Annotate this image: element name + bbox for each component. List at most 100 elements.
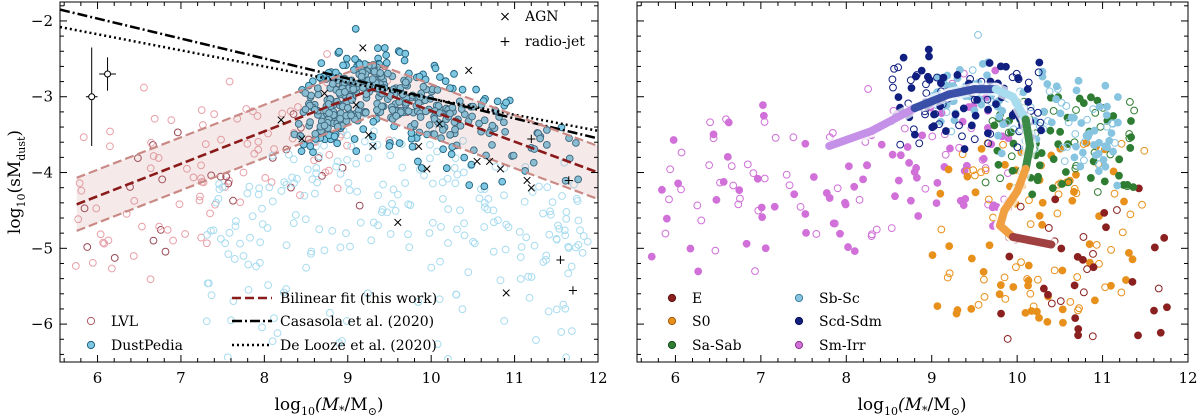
type-sm-irr-point [864, 85, 873, 93]
x-tick-label: 10 [422, 369, 441, 387]
dustpedia-faint-point [231, 222, 240, 231]
type-sm-irr-point [905, 158, 914, 167]
dustpedia-faint-point [475, 194, 484, 203]
dustpedia-point [395, 139, 404, 147]
type-sb-sc-point [1102, 122, 1111, 131]
dustpedia-faint-point [552, 235, 561, 244]
dustpedia-faint-point [352, 159, 361, 168]
type-sm-irr-point [991, 66, 1000, 75]
type-e-point [1044, 290, 1052, 299]
type-scd-sdm-point [1013, 143, 1022, 152]
type-sm-irr-point [932, 199, 941, 208]
lvl-point [236, 198, 245, 207]
dustpedia-faint-point [548, 198, 557, 206]
dustpedia-point [333, 139, 341, 148]
type-scd-sdm-point [953, 71, 962, 79]
legend-type-sa-sab: Sa-Sab [667, 338, 742, 354]
type-sb-sc-point [1094, 167, 1103, 175]
type-e-point [1044, 224, 1053, 232]
type-sb-sc-point [1077, 119, 1086, 127]
type-s0-point [963, 167, 971, 176]
type-e-point [1074, 331, 1083, 340]
type-s0-point [1050, 266, 1059, 275]
dustpedia-point [373, 106, 381, 114]
lvl-point [243, 139, 252, 148]
type-sm-irr-point [705, 161, 714, 170]
type-sm-irr-point [961, 194, 970, 203]
type-sa-sab-point [1061, 168, 1070, 176]
type-sb-sc-point [1114, 118, 1122, 127]
dustpedia-point [480, 116, 489, 125]
dustpedia-faint-point [344, 178, 353, 187]
dustpedia-faint-point [500, 317, 509, 325]
dustpedia-point [351, 55, 359, 63]
type-scd-sdm-point [942, 127, 950, 135]
type-sm-irr-point [760, 174, 769, 183]
type-s0-point [1125, 249, 1133, 257]
lvl-point [161, 247, 170, 256]
dustpedia-faint-point [566, 368, 573, 375]
type-s0-point [1109, 167, 1118, 176]
dustpedia-point [436, 73, 444, 81]
type-sm-irr-point [661, 229, 670, 238]
type-sm-irr-point [759, 111, 768, 120]
legend-type-sb-sc: Sb-Sc [794, 291, 860, 307]
type-sb-sc-point [1009, 125, 1018, 134]
type-sa-sab-point [1126, 144, 1135, 152]
dustpedia-faint-point [554, 221, 562, 230]
dustpedia-point [325, 109, 333, 117]
dustpedia-point [417, 164, 426, 172]
type-scd-sdm-point [960, 145, 969, 153]
type-sm-irr-point [946, 144, 954, 153]
type-sm-irr-point [674, 179, 682, 188]
dustpedia-point [401, 78, 410, 87]
dustpedia-faint-point [562, 208, 571, 216]
right-panel: 6 7 8 9 10 11 12 log10(M*/M⊙) E S0 Sa-Sab Sb-S… [636, 1, 1198, 418]
dustpedia-point [561, 176, 570, 185]
dustpedia-point [392, 112, 401, 120]
type-sa-sab-point [1048, 184, 1057, 193]
agn-legend-marker: × [499, 9, 511, 25]
dustpedia-faint-point [459, 136, 467, 145]
dustpedia-faint-point [268, 337, 277, 346]
dustpedia-point [475, 119, 483, 128]
dustpedia-point [400, 56, 409, 65]
type-s0-point [1026, 220, 1035, 229]
dustpedia-legend-label: DustPedia [111, 338, 183, 354]
lvl-point [88, 258, 97, 267]
dustpedia-faint-point [223, 353, 232, 360]
right-morphology-track [822, 82, 1058, 252]
type-sm-irr-point [981, 164, 990, 172]
dustpedia-faint-point [369, 141, 377, 150]
dustpedia-faint-point [284, 150, 293, 159]
casasola-legend-label: Casasola et al. (2020) [280, 314, 434, 330]
type-scd-sdm-point [1024, 78, 1033, 87]
dustpedia-point [352, 147, 361, 155]
type-sa-sab-point [1037, 149, 1046, 157]
type-sm-irr-point [918, 131, 927, 140]
type-sb-sc-point [1044, 117, 1052, 125]
type-sm-irr-point [751, 267, 759, 276]
type-sm-irr-point [941, 150, 950, 159]
type-sa-sab-point [981, 178, 990, 187]
type-e-point [1056, 297, 1065, 306]
type-sb-sc-point [1056, 109, 1065, 118]
dustpedia-point [606, 149, 613, 156]
dustpedia-faint-point [504, 223, 513, 232]
type-sa-sab-point [1072, 106, 1080, 114]
type-scd-sdm-point [915, 139, 924, 148]
dustpedia-faint-point [452, 290, 460, 299]
track-segment [1008, 232, 1056, 249]
y-tick-label: −2 [31, 12, 53, 30]
dustpedia-faint-point [533, 363, 540, 370]
lvl-point [79, 133, 88, 142]
dustpedia-faint-point [264, 281, 273, 290]
lvl-point [149, 236, 158, 245]
x-tick-label: 12 [588, 369, 607, 387]
x-tick-label: 9 [343, 369, 353, 387]
type-sm-irr-legend-label: Sm-Irr [819, 338, 866, 354]
dustpedia-faint-point [572, 243, 580, 252]
type-e-legend-marker [667, 293, 677, 303]
dustpedia-point [419, 82, 428, 91]
type-sb-sc-point [1078, 148, 1087, 157]
